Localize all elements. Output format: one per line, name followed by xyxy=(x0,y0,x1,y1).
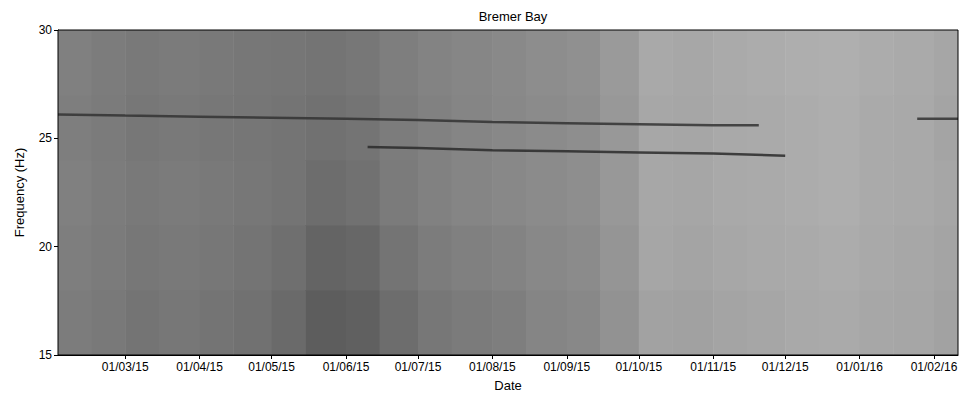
svg-text:Date: Date xyxy=(494,378,521,393)
svg-text:15: 15 xyxy=(39,348,53,362)
svg-text:30: 30 xyxy=(39,23,53,37)
svg-text:01/09/15: 01/09/15 xyxy=(543,360,590,374)
svg-text:01/08/15: 01/08/15 xyxy=(469,360,516,374)
svg-text:25: 25 xyxy=(39,131,53,145)
svg-text:01/11/15: 01/11/15 xyxy=(690,360,736,374)
svg-text:20: 20 xyxy=(39,240,53,254)
svg-text:01/01/16: 01/01/16 xyxy=(836,360,883,374)
svg-text:01/07/15: 01/07/15 xyxy=(395,360,442,374)
svg-text:Bremer Bay: Bremer Bay xyxy=(479,9,548,24)
svg-text:01/10/15: 01/10/15 xyxy=(615,360,662,374)
svg-text:Frequency (Hz): Frequency (Hz) xyxy=(12,148,27,238)
svg-text:01/03/15: 01/03/15 xyxy=(102,360,149,374)
svg-text:01/02/16: 01/02/16 xyxy=(911,360,958,374)
svg-text:01/06/15: 01/06/15 xyxy=(323,360,370,374)
svg-text:01/12/15: 01/12/15 xyxy=(762,360,809,374)
svg-text:01/05/15: 01/05/15 xyxy=(248,360,295,374)
svg-text:01/04/15: 01/04/15 xyxy=(176,360,223,374)
